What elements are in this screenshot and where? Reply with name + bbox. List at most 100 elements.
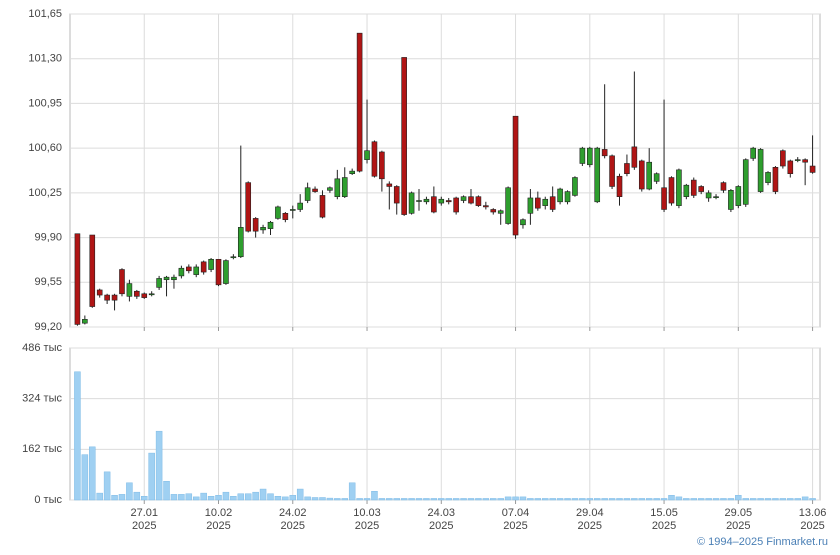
candle-body [535, 197, 541, 209]
volume-bar [319, 497, 326, 501]
candle-body [713, 196, 719, 198]
volume-bar [452, 498, 460, 501]
x-year-label: 2025 [355, 520, 379, 532]
candle-body [698, 186, 704, 192]
candle-body [186, 266, 192, 272]
candle-body [653, 173, 660, 182]
volume-bar [571, 498, 579, 501]
volume-bar [445, 498, 452, 501]
candle-body [497, 210, 504, 214]
candle-body [683, 184, 690, 197]
volume-bar [133, 491, 141, 501]
candle-body [505, 187, 511, 224]
volume-bar [267, 493, 274, 501]
volume-bar [215, 495, 222, 501]
plot-frame [69, 13, 821, 328]
volume-bar [660, 498, 668, 501]
candle-body [386, 183, 393, 187]
volume-bar [386, 498, 393, 501]
candle-body [802, 159, 808, 163]
volume-bar [504, 496, 512, 501]
candle-body [312, 188, 318, 192]
candle-body [750, 147, 756, 159]
volume-bar [230, 495, 237, 501]
volume-bar [103, 471, 111, 501]
x-year-label: 2025 [652, 520, 676, 532]
volume-bar [252, 491, 259, 501]
candle-body [460, 196, 467, 201]
volume-bar [690, 498, 698, 501]
volume-bar [645, 498, 653, 501]
x-year-label: 2025 [503, 520, 527, 532]
candle-body [193, 266, 200, 275]
volume-bar [163, 480, 170, 501]
volume-bar [638, 498, 646, 501]
volume-bar [705, 498, 712, 501]
candle-body [289, 209, 296, 211]
candle-body [616, 175, 623, 197]
candle-body [364, 150, 370, 160]
candle-body [260, 227, 266, 231]
volume-bar [356, 498, 363, 501]
candle-body [705, 192, 712, 199]
x-tick-label: 24.03 [428, 507, 456, 519]
volume-bar [341, 498, 349, 501]
candle-body [267, 221, 274, 229]
volume-bar [549, 498, 556, 501]
volume-bar [608, 498, 616, 501]
candle-body [401, 57, 407, 215]
x-tick-label: 27.01 [130, 507, 158, 519]
y-tick-label: 99,90 [34, 231, 62, 243]
candle-body [742, 159, 749, 205]
candle-body [327, 187, 333, 191]
volume-bar [527, 498, 534, 501]
x-year-label: 2025 [726, 520, 750, 532]
volume-bar [787, 498, 794, 501]
volume-bar [653, 498, 660, 501]
candle-body [379, 151, 385, 180]
candle-body [809, 165, 816, 173]
volume-bar [482, 498, 490, 501]
x-year-label: 2025 [800, 520, 824, 532]
volume-bar [178, 494, 185, 501]
y-tick-label: 324 тыс [22, 393, 62, 405]
candle-body [319, 195, 326, 218]
candle-body [765, 172, 771, 183]
volume-bar [430, 498, 438, 501]
volume-bar [118, 494, 126, 501]
volume-bar [735, 495, 742, 501]
candle-body [408, 192, 415, 214]
volume-bar [326, 497, 334, 501]
candle-body [200, 261, 207, 273]
candle-body [356, 32, 363, 172]
candle-body [564, 191, 571, 203]
candle-body [676, 169, 682, 206]
volume-bar [742, 498, 749, 501]
candle-body [594, 147, 601, 203]
candle-body [371, 141, 378, 177]
volume-bar [497, 498, 504, 501]
candle-body [468, 196, 474, 204]
volume-bar [126, 482, 133, 501]
candle-body [772, 167, 779, 192]
volume-bar [794, 498, 801, 501]
candle-body [82, 319, 88, 324]
candle-body [111, 294, 118, 301]
candle-body [297, 202, 303, 210]
candle-body [557, 188, 563, 203]
y-tick-label: 0 тыс [34, 494, 62, 506]
x-tick-label: 24.02 [279, 507, 307, 519]
candle-body [215, 258, 222, 286]
candle-body [490, 209, 497, 213]
volume-bar [408, 498, 415, 501]
candle-body [237, 227, 244, 258]
x-year-label: 2025 [578, 520, 602, 532]
x-year-label: 2025 [132, 520, 156, 532]
candle-body [720, 182, 727, 191]
candle-body [178, 267, 185, 277]
candle-body [661, 187, 667, 210]
x-tick-label: 29.05 [725, 507, 753, 519]
candle-body [89, 234, 96, 307]
volume-bar [304, 496, 311, 501]
